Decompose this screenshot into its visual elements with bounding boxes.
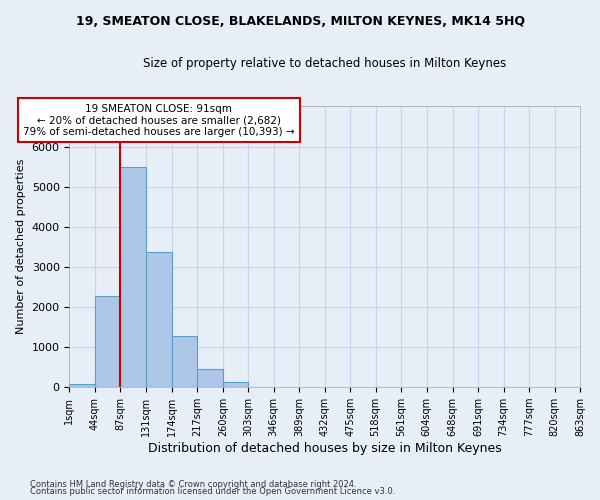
Bar: [197, 369, 223, 387]
Bar: [146, 252, 172, 387]
Bar: [95, 296, 121, 387]
Y-axis label: Number of detached properties: Number of detached properties: [16, 159, 26, 334]
X-axis label: Distribution of detached houses by size in Milton Keynes: Distribution of detached houses by size …: [148, 442, 502, 455]
Title: Size of property relative to detached houses in Milton Keynes: Size of property relative to detached ho…: [143, 58, 506, 70]
Text: Contains HM Land Registry data © Crown copyright and database right 2024.: Contains HM Land Registry data © Crown c…: [30, 480, 356, 489]
Bar: [223, 382, 248, 387]
Bar: [172, 336, 197, 387]
Bar: [70, 384, 95, 387]
Text: 19, SMEATON CLOSE, BLAKELANDS, MILTON KEYNES, MK14 5HQ: 19, SMEATON CLOSE, BLAKELANDS, MILTON KE…: [76, 15, 524, 28]
Text: 19 SMEATON CLOSE: 91sqm
← 20% of detached houses are smaller (2,682)
79% of semi: 19 SMEATON CLOSE: 91sqm ← 20% of detache…: [23, 104, 295, 137]
Bar: [121, 168, 146, 387]
Text: Contains public sector information licensed under the Open Government Licence v3: Contains public sector information licen…: [30, 487, 395, 496]
